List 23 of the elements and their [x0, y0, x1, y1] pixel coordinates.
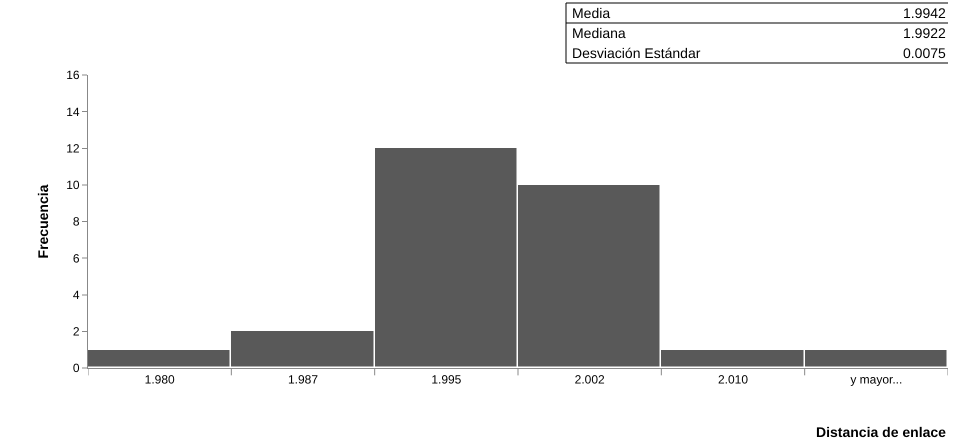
x-tick-label: y mayor... [850, 372, 902, 386]
y-tick-label: 10 [66, 178, 80, 192]
text: 0.0075 [903, 45, 946, 61]
text: Desviación Estándar [572, 45, 701, 61]
text: 1.9942 [903, 5, 946, 21]
text: Media [572, 5, 610, 21]
x-tick-label: 2.010 [718, 372, 748, 386]
y-tick-label: 0 [72, 361, 80, 376]
y-tick-label: 16 [66, 68, 80, 82]
text: Mediana [572, 25, 626, 41]
y-tick-label: 6 [72, 251, 80, 266]
y-axis-title: Frecuencia [34, 184, 51, 258]
y-tick-label: 8 [72, 214, 80, 229]
x-tick-label: 1.987 [288, 372, 318, 386]
x-tick-label: 2.002 [574, 372, 606, 386]
x-axis-title: Distancia de enlace [816, 424, 946, 440]
y-tick-label: 4 [72, 288, 80, 302]
x-tick-label: 1.995 [431, 372, 462, 386]
text: 1.9922 [903, 25, 946, 41]
y-tick-label: 12 [66, 141, 80, 156]
y-tick-label: 2 [72, 324, 80, 339]
x-tick-label: 1.980 [144, 372, 176, 386]
y-tick-label: 14 [66, 104, 80, 119]
